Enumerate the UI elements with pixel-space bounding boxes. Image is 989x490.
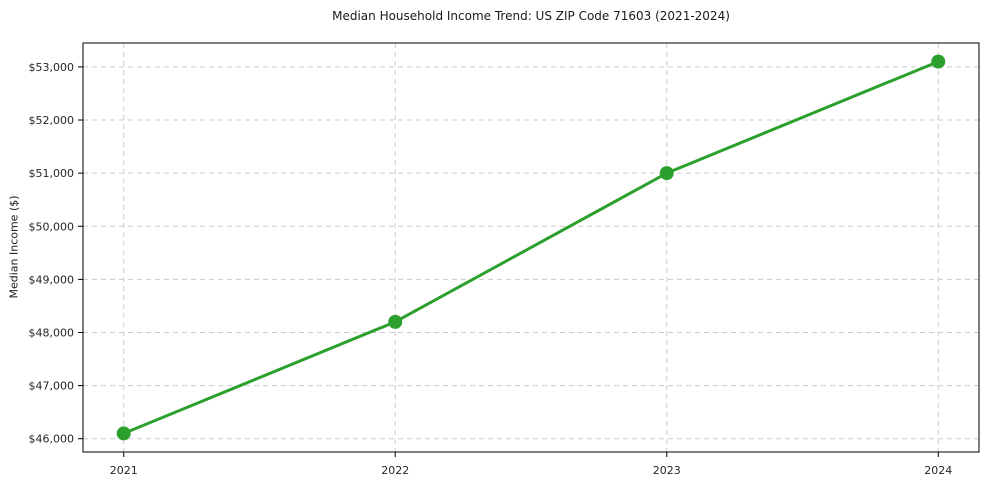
chart-title: Median Household Income Trend: US ZIP Co… xyxy=(332,9,730,23)
x-tick-label: 2023 xyxy=(653,464,681,477)
trend-line xyxy=(122,60,940,435)
y-tick-label: $51,000 xyxy=(29,167,75,180)
y-tick-label: $50,000 xyxy=(29,220,75,233)
y-tick-label: $46,000 xyxy=(29,433,75,446)
x-tick-label: 2024 xyxy=(924,464,952,477)
x-tick-label: 2022 xyxy=(381,464,409,477)
data-point-marker xyxy=(659,166,674,181)
y-tick-label: $49,000 xyxy=(29,273,75,286)
data-point-marker xyxy=(388,314,403,329)
y-tick-label: $52,000 xyxy=(29,114,75,127)
axes-spines xyxy=(82,42,980,453)
y-tick-label: $48,000 xyxy=(29,326,75,339)
data-point-marker xyxy=(116,426,131,441)
data-point-marker xyxy=(931,54,946,69)
y-tick-label: $53,000 xyxy=(29,61,75,74)
x-tick-label: 2021 xyxy=(110,464,138,477)
y-tick-label: $47,000 xyxy=(29,380,75,393)
